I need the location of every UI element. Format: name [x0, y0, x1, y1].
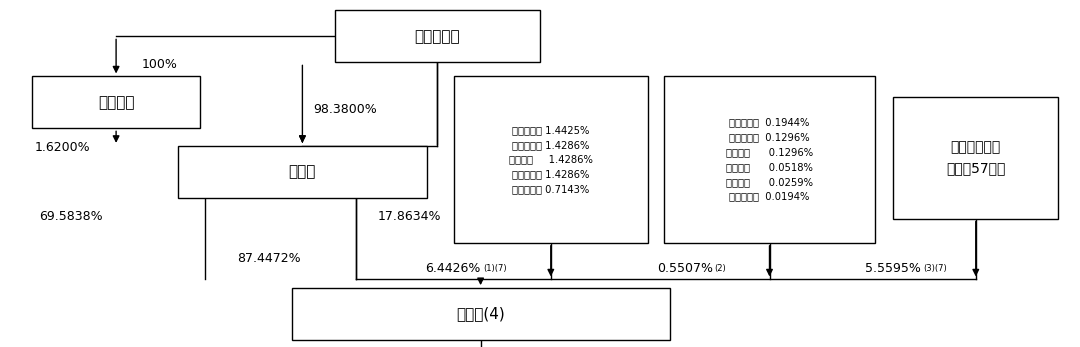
Text: 100%: 100% [141, 58, 178, 71]
Text: 98.3800%: 98.3800% [313, 103, 377, 116]
Bar [178, 146, 427, 198]
Bar [893, 97, 1058, 219]
Text: 6.4426%: 6.4426% [426, 262, 481, 276]
Bar [454, 76, 648, 243]
Bar [292, 288, 670, 340]
Text: 杭州友福: 杭州友福 [98, 95, 134, 110]
Text: 裘紅鶯女士  0.1944%
周震華女士  0.1296%
周力先生      0.1296%
廖原先生      0.0518%
郭振先生      0.02: 裘紅鶯女士 0.1944% 周震華女士 0.1296% 周力先生 0.1296%… [726, 118, 813, 202]
Text: 盧曉萃女士 1.4425%
鍾曉曉女士 1.4286%
盧成先生     1.4286%
盧曉芙女士 1.4286%
鍾皪皪女士 0.7143%: 盧曉萃女士 1.4425% 鍾曉曉女士 1.4286% 盧成先生 1.4286%… [509, 125, 593, 194]
Bar [32, 76, 200, 128]
Text: (2): (2) [714, 264, 726, 273]
Text: 0.5507%: 0.5507% [657, 262, 713, 276]
Bar [335, 10, 540, 62]
Text: 其他個人股東
（共計57人）: 其他個人股東 （共計57人） [946, 141, 1005, 175]
Text: (3)(7): (3)(7) [923, 264, 947, 273]
Bar [664, 76, 875, 243]
Text: 87.4472%: 87.4472% [238, 252, 301, 265]
Text: (1)(7): (1)(7) [483, 264, 507, 273]
Text: 17.8634%: 17.8634% [378, 210, 442, 223]
Text: 養生堂: 養生堂 [288, 164, 316, 179]
Text: 鍾睒睒先生: 鍾睒睒先生 [415, 29, 460, 44]
Text: 69.5838%: 69.5838% [39, 210, 103, 223]
Text: 5.5595%: 5.5595% [865, 262, 921, 276]
Text: 1.6200%: 1.6200% [35, 141, 91, 154]
Text: 本公司(4): 本公司(4) [456, 306, 505, 322]
